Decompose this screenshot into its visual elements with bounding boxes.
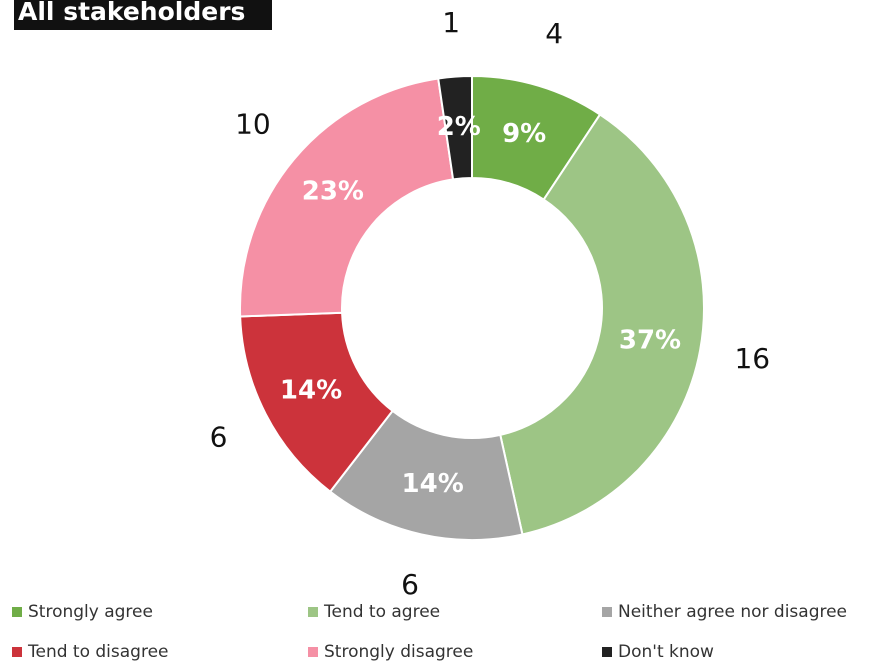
legend-swatch xyxy=(308,607,318,617)
count-label: 6 xyxy=(401,568,419,601)
legend-label: Strongly agree xyxy=(28,602,153,622)
chart-title: All stakeholders xyxy=(18,0,245,26)
percent-label: 9% xyxy=(502,119,546,149)
count-label: 4 xyxy=(545,17,563,50)
percent-label: 37% xyxy=(619,325,681,355)
legend-label: Tend to agree xyxy=(323,602,440,622)
percent-label: 2% xyxy=(437,112,481,142)
percent-label: 23% xyxy=(302,177,364,207)
count-label: 10 xyxy=(235,108,271,141)
donut-segment xyxy=(328,409,524,541)
legend-swatch xyxy=(602,607,612,617)
donut-segment xyxy=(239,311,394,494)
donut-segment xyxy=(239,77,455,318)
legend-label: Tend to disagree xyxy=(27,642,169,662)
legend-swatch xyxy=(12,607,22,617)
legend-swatch xyxy=(308,647,318,657)
legend-label: Neither agree nor disagree xyxy=(618,602,847,622)
legend-label: Don't know xyxy=(618,642,714,662)
donut-segment xyxy=(437,74,473,181)
count-label: 16 xyxy=(734,342,770,375)
legend-swatch xyxy=(602,647,612,657)
title-background xyxy=(14,0,272,30)
legend-swatch xyxy=(12,647,22,657)
percent-label: 14% xyxy=(402,469,464,499)
donut-segment xyxy=(499,113,705,536)
count-label: 6 xyxy=(210,420,228,453)
percent-label: 14% xyxy=(280,375,342,405)
legend-label: Strongly disagree xyxy=(324,642,473,662)
count-label: 1 xyxy=(442,6,460,39)
